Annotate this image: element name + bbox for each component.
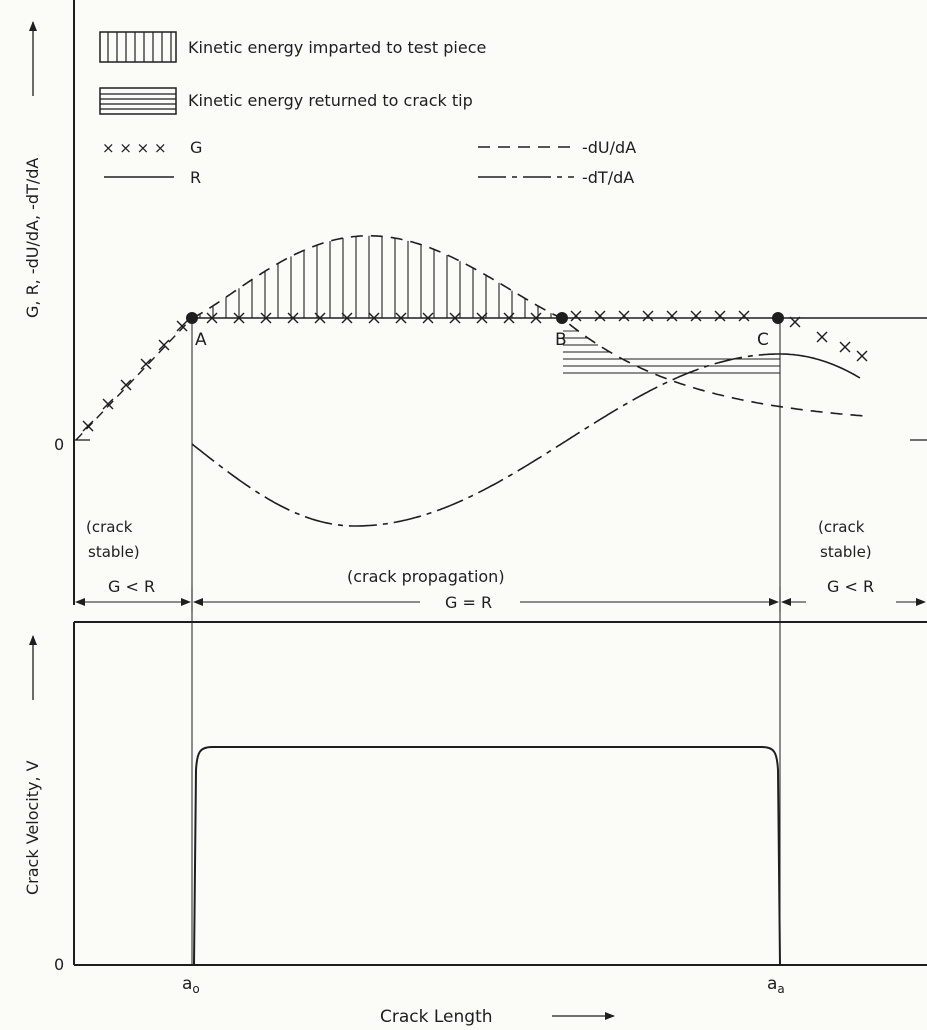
g-cross-marker <box>618 310 630 322</box>
lower-y-axis-label: Crack Velocity, V <box>23 760 42 895</box>
point-b-dot <box>556 312 568 324</box>
legend-label-vertical-hatch: Kinetic energy imparted to test piece <box>188 38 486 57</box>
g-cross-marker <box>570 310 582 322</box>
g-cross-marker <box>476 312 488 324</box>
legend-label-horizontal-hatch: Kinetic energy returned to crack tip <box>188 91 473 110</box>
g-cross-marker <box>422 312 434 324</box>
point-c-dot <box>772 312 784 324</box>
dudA-curve <box>191 235 865 417</box>
g-cross-marker <box>503 312 515 324</box>
g-cross-marker <box>395 312 407 324</box>
g-cross-marker <box>449 312 461 324</box>
g-cross-marker <box>233 312 245 324</box>
g-cross-marker <box>82 420 94 432</box>
crack-velocity-curve <box>193 746 781 966</box>
legend-g-symbol: × × × × <box>102 139 167 157</box>
dtdA-curve <box>191 353 780 527</box>
imparted-energy-hatch <box>199 235 552 318</box>
g-cross-marker <box>839 341 851 353</box>
g-cross-marker <box>816 331 828 343</box>
g-cross-marker <box>120 379 132 391</box>
g-cross-marker <box>206 312 218 324</box>
x-tick-a0: ao <box>182 974 200 996</box>
returned-energy-hatch <box>563 330 780 374</box>
middle-region-text: (crack propagation) <box>347 567 505 586</box>
legend-label-g: G <box>190 138 202 157</box>
g-cross-marker <box>158 339 170 351</box>
x-tick-a0-sub: o <box>192 982 199 996</box>
region-arrows <box>75 587 926 612</box>
g-cross-marker <box>140 358 152 370</box>
legend-label-r: R <box>190 168 201 187</box>
left-region-text-2: stable) <box>88 543 140 561</box>
g-cross-marker <box>287 312 299 324</box>
point-a-label: A <box>195 330 207 350</box>
upper-y-axis-label: G, R, -dU/dA, -dT/dA <box>23 158 42 318</box>
g-cross-marker <box>856 350 868 362</box>
legend-label-dudA: -dU/dA <box>582 138 636 157</box>
legend-label-dtdA: -dT/dA <box>582 168 634 187</box>
g-curve-rising <box>75 317 193 441</box>
right-region-relation: G < R <box>827 577 874 596</box>
point-b-label: B <box>555 330 567 350</box>
g-cross-marker <box>714 310 726 322</box>
x-tick-aa-sub: a <box>777 982 784 996</box>
legend-swatch-vertical-hatch <box>99 31 177 63</box>
left-region-text-1: (crack <box>86 518 133 536</box>
g-cross-marker <box>594 310 606 322</box>
g-curve-markers <box>82 310 868 432</box>
g-cross-marker <box>666 310 678 322</box>
middle-region-relation: G = R <box>445 593 492 612</box>
g-cross-marker <box>176 320 188 332</box>
g-cross-marker <box>789 316 801 328</box>
point-c-label: C <box>757 330 769 350</box>
x-tick-aa: aa <box>767 974 785 996</box>
g-cross-marker <box>642 310 654 322</box>
g-cross-marker <box>102 398 114 410</box>
point-a-dot <box>186 312 198 324</box>
left-region-relation: G < R <box>108 577 155 596</box>
right-region-text-1: (crack <box>818 518 865 536</box>
dtdA-curve-tail <box>780 353 861 379</box>
g-cross-marker <box>341 312 353 324</box>
g-cross-marker <box>368 312 380 324</box>
lower-zero-label: 0 <box>54 955 64 974</box>
g-cross-marker <box>738 310 750 322</box>
legend: Kinetic energy imparted to test piece Ki… <box>99 31 636 187</box>
x-axis-label: Crack Length <box>380 1007 493 1027</box>
g-cross-marker <box>260 312 272 324</box>
g-cross-marker <box>690 310 702 322</box>
g-cross-marker <box>314 312 326 324</box>
upper-zero-label: 0 <box>54 435 64 454</box>
g-cross-marker <box>530 312 542 324</box>
right-region-text-2: stable) <box>820 543 872 561</box>
legend-swatch-horizontal-hatch <box>99 87 177 115</box>
